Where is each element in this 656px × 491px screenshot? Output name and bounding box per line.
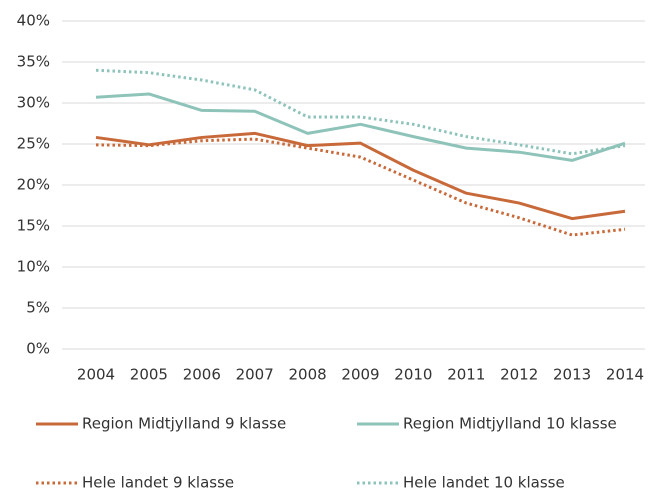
x-tick-label: 2005 — [130, 366, 168, 384]
x-tick-label: 2014 — [606, 366, 644, 384]
series-line — [95, 68, 626, 156]
y-tick-label: 25% — [17, 135, 50, 153]
legend-label: Region Midtjylland 9 klasse — [82, 415, 286, 433]
y-tick-label: 0% — [26, 340, 50, 358]
x-tick-label: 2007 — [236, 366, 274, 384]
x-tick-label: 2010 — [394, 366, 432, 384]
x-tick-label: 2012 — [500, 366, 538, 384]
legend-label: Hele landet 9 klasse — [82, 474, 234, 491]
y-tick-label: 20% — [17, 176, 50, 194]
y-tick-label: 30% — [17, 94, 50, 112]
x-tick-label: 2008 — [289, 366, 327, 384]
legend-label: Region Midtjylland 10 klasse — [403, 415, 617, 433]
series-line — [95, 92, 626, 162]
legend-label: Hele landet 10 klasse — [403, 474, 565, 491]
y-tick-label: 40% — [17, 12, 50, 30]
x-tick-label: 2009 — [341, 366, 379, 384]
y-tick-label: 5% — [26, 299, 50, 317]
x-tick-label: 2004 — [77, 366, 115, 384]
x-tick-label: 2011 — [447, 366, 485, 384]
x-tick-label: 2013 — [553, 366, 591, 384]
y-tick-label: 35% — [17, 53, 50, 71]
y-tick-label: 15% — [17, 217, 50, 235]
x-tick-label: 2006 — [183, 366, 221, 384]
series-line — [95, 131, 626, 221]
series-line — [95, 137, 626, 237]
y-tick-label: 10% — [17, 258, 50, 276]
